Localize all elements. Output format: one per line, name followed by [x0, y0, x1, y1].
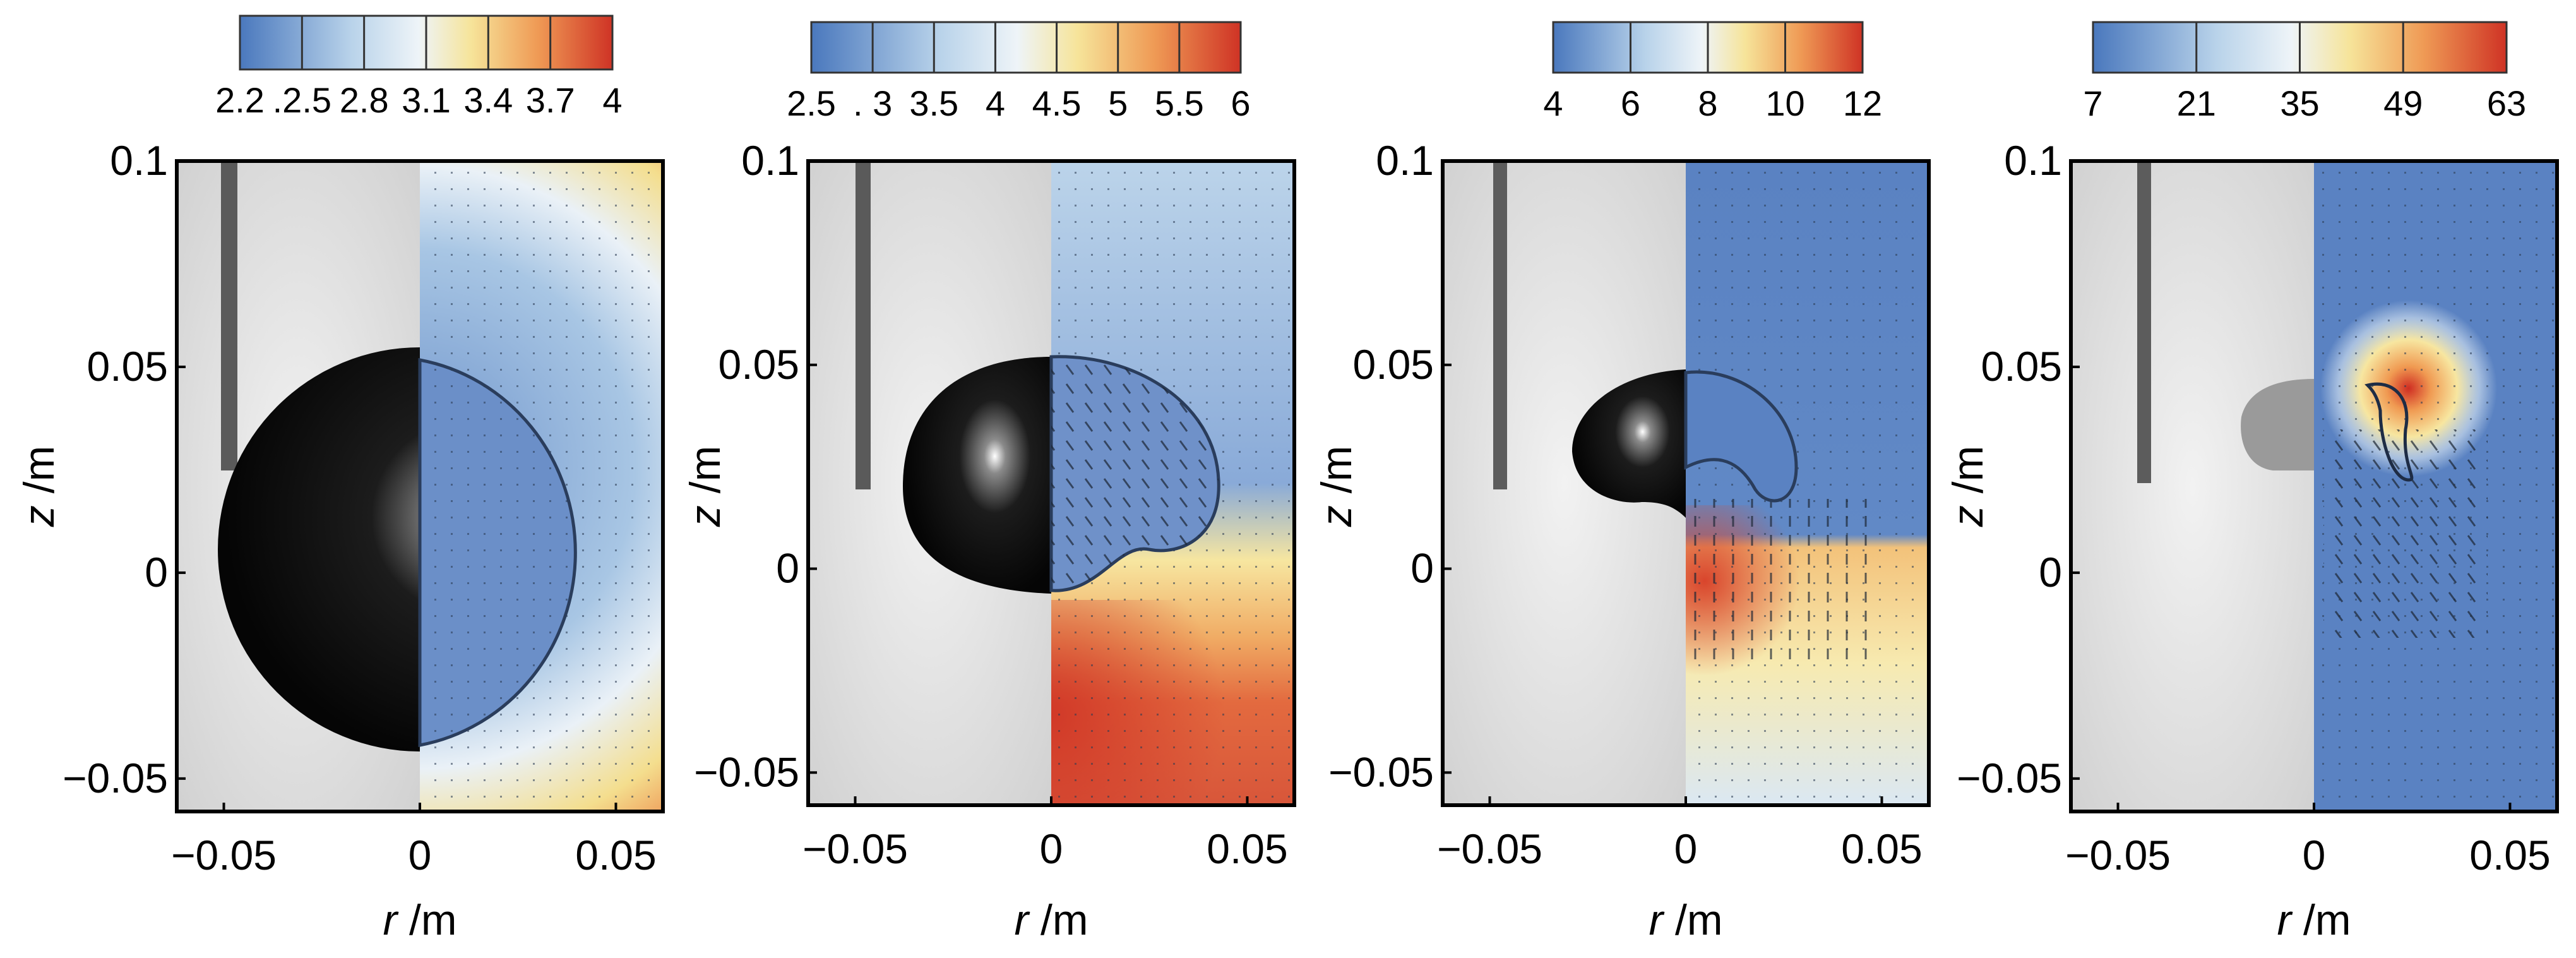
y-tick-label: 0: [776, 545, 799, 592]
colorbar-tick-label: 63: [2487, 83, 2526, 123]
y-tick-label: 0: [2039, 549, 2062, 596]
colorbar-tick-label: 2.5: [787, 83, 836, 123]
needle: [856, 161, 871, 489]
bubble-photo: [2241, 379, 2314, 470]
bubble-photo: [903, 357, 1051, 594]
colorbar-tick-label: . 3: [853, 83, 892, 123]
y-tick-label: 0.05: [1981, 343, 2062, 390]
panel-3: [1443, 161, 1929, 805]
x-tick-label: −0.05: [1437, 825, 1542, 872]
colorbar-tick-label: 8: [1698, 83, 1717, 123]
colorbar-tick-label: 5: [1108, 83, 1128, 123]
y-tick-label: 0.05: [87, 343, 168, 390]
panel-1: [177, 161, 663, 811]
x-tick-label: −0.05: [171, 832, 277, 878]
y-axis-label-1: z /m: [15, 446, 63, 527]
x-tick-label: 0.05: [1207, 825, 1287, 872]
bubble-interface: [2364, 382, 2414, 482]
y-tick-label: 0.1: [110, 137, 168, 184]
colorbar-tick-label: 3.4: [463, 80, 513, 120]
colorbar-tick-label: 3.1: [402, 80, 451, 120]
y-tick-label: −0.05: [694, 748, 799, 795]
colorbar-2: [810, 21, 1242, 74]
y-tick-label: 0.05: [1353, 341, 1434, 388]
x-axis-label-3: r /m: [1649, 896, 1722, 944]
colorbar-tick-label: 4: [1543, 83, 1563, 123]
y-axis-label-3: z /m: [1313, 446, 1361, 527]
colorbar-tick-label: .2.5: [273, 80, 331, 120]
x-axis-label-2: r /m: [1014, 896, 1088, 944]
colorbar-tick-label: 5.5: [1155, 83, 1204, 123]
panel-2: [808, 161, 1294, 805]
y-tick-label: −0.05: [63, 755, 168, 801]
y-tick-label: 0.05: [719, 341, 799, 388]
colorbar-tick-label: 21: [2177, 83, 2216, 123]
colorbar-tick-label: 49: [2383, 83, 2423, 123]
y-tick-label: 0.1: [2004, 137, 2062, 184]
colorbar-tick-label: 3.5: [909, 83, 958, 123]
y-tick-label: 0: [1410, 545, 1434, 592]
y-tick-label: 0.1: [1376, 137, 1434, 184]
x-tick-label: 0: [1040, 825, 1063, 872]
generated-layer: 2.2.2.5 2.8 3.1 3.4 3.7 4 −0.05 0 0.05 0.1 0.05 0 −0…: [63, 15, 2551, 878]
colorbar-tick-label: 10: [1765, 83, 1804, 123]
x-tick-label: 0: [408, 832, 432, 878]
vector-field-strong: [2323, 429, 2488, 638]
y-axis-label-4: z /m: [1944, 446, 1992, 527]
photo-background: [2071, 161, 2314, 811]
colorbar-tick-label: 35: [2280, 83, 2319, 123]
needle: [2137, 161, 2151, 483]
colorbar-tick-label: 7: [2083, 83, 2102, 123]
colorbar-tick-label: 2.2: [215, 80, 265, 120]
x-tick-label: 0: [2303, 832, 2326, 878]
x-tick-label: 0.05: [1841, 825, 1922, 872]
vector-field-strong: [1692, 499, 1869, 663]
colorbar-tick-label: 6: [1621, 83, 1640, 123]
y-tick-label: 0.1: [741, 137, 799, 184]
colorbar-tick-label: 12: [1843, 83, 1882, 123]
needle: [221, 161, 237, 470]
bubble-photo: [1572, 369, 1686, 518]
vector-field: [1686, 161, 1929, 805]
colorbar-tick-label: 4: [986, 83, 1005, 123]
x-tick-label: 0.05: [575, 832, 656, 878]
colorbar-tick-label: 2.8: [340, 80, 389, 120]
x-tick-label: −0.05: [802, 825, 908, 872]
y-tick-label: −0.05: [1957, 755, 2062, 801]
x-tick-label: −0.05: [2065, 832, 2171, 878]
colorbar-tick-label: 6: [1231, 83, 1250, 123]
y-tick-label: −0.05: [1328, 748, 1434, 795]
y-axis-label-2: z /m: [681, 446, 729, 527]
colorbar-tick-label: 4.5: [1032, 83, 1082, 123]
y-tick-label: 0: [145, 549, 168, 596]
axis-labels: r /m r /m r /m r /m z /m z /m z /m z /m: [15, 446, 2351, 944]
needle: [1493, 161, 1507, 489]
x-axis-label-4: r /m: [2277, 896, 2351, 944]
colorbar-tick-label: 3.7: [526, 80, 575, 120]
colorbar-tick-label: 4: [602, 80, 622, 120]
x-tick-label: 0: [1674, 825, 1698, 872]
x-axis-label-1: r /m: [383, 896, 456, 944]
panel-4: [2071, 161, 2557, 811]
x-tick-label: 0.05: [2469, 832, 2550, 878]
bubble-interface: [1684, 370, 1798, 503]
